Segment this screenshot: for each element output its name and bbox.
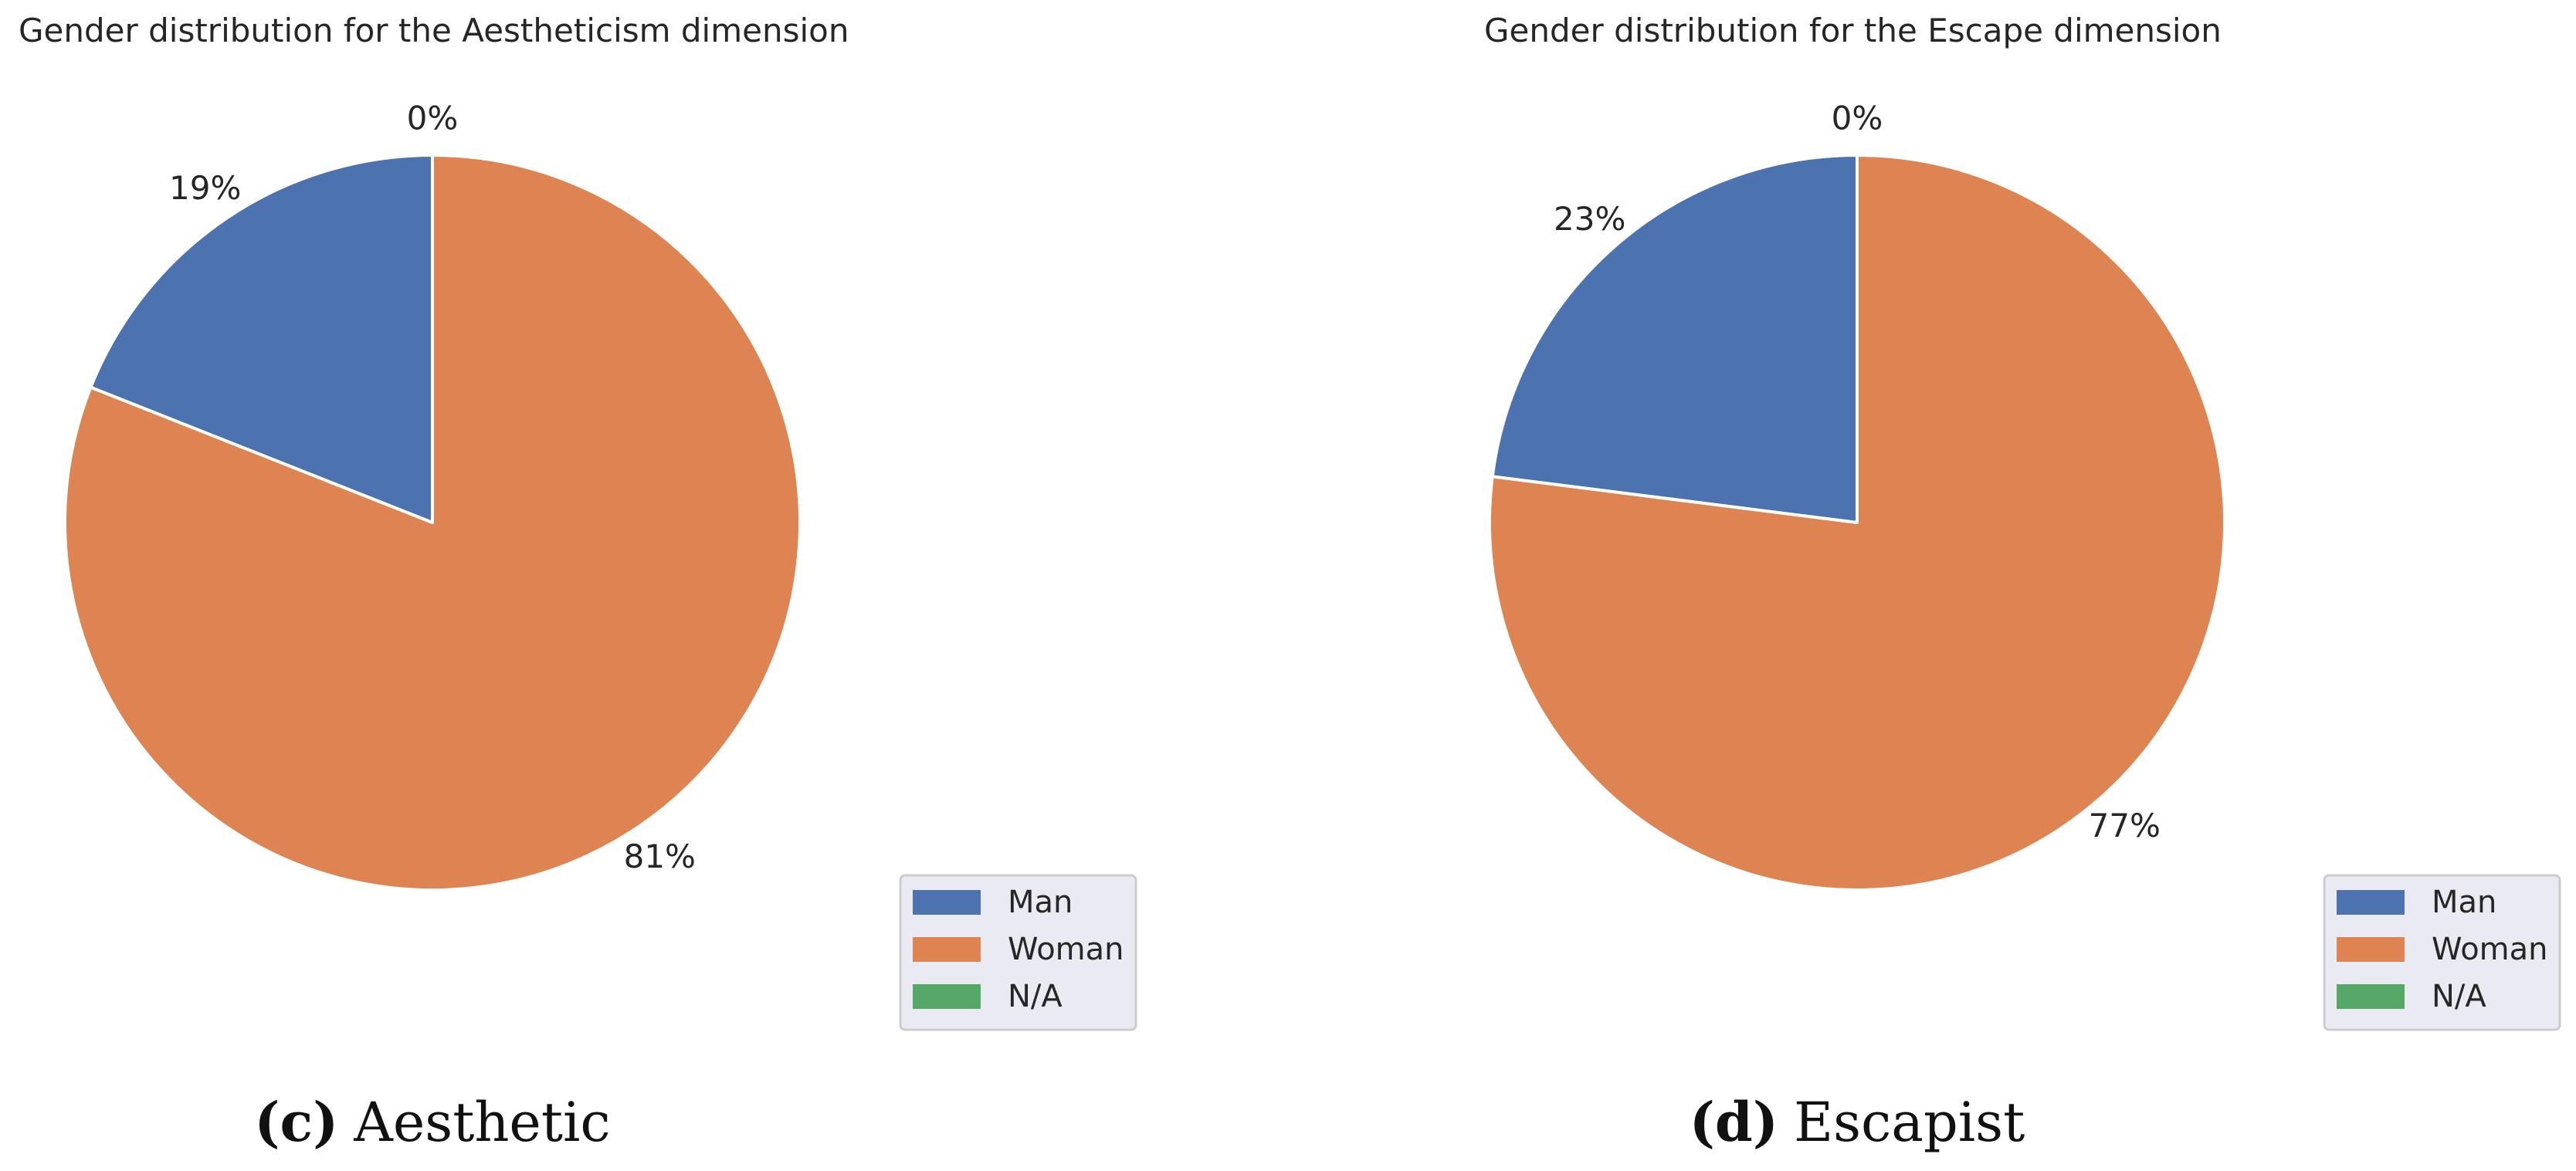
pie-slices bbox=[63, 154, 802, 892]
pie-labels: 19% 81% 0% bbox=[169, 99, 696, 875]
pie-slices bbox=[1488, 154, 2226, 892]
caption-text: Aesthetic bbox=[353, 1091, 610, 1154]
caption-tag: (c) bbox=[254, 1090, 338, 1154]
legend-label-woman: Woman bbox=[1008, 932, 1124, 967]
pie-slice-woman bbox=[1488, 154, 2226, 892]
legend-swatch-man bbox=[2337, 890, 2405, 915]
legend-swatch-man bbox=[913, 890, 981, 915]
pie-label-woman: 81% bbox=[624, 838, 696, 875]
subfigure-caption: (c) Aesthetic bbox=[254, 1090, 610, 1154]
pie-slice-woman bbox=[63, 154, 802, 892]
pie-label-n-a: 0% bbox=[407, 99, 459, 137]
pie-slice-man bbox=[1490, 154, 1859, 524]
subfigure-caption: (d) Escapist bbox=[1690, 1090, 2025, 1154]
legend-swatch-na bbox=[2337, 984, 2405, 1009]
pie-chart-escape: Gender distribution for the Escape dimen… bbox=[1484, 12, 2561, 1154]
chart-title: Gender distribution for the Aestheticism… bbox=[19, 12, 849, 49]
caption-tag: (d) bbox=[1690, 1090, 1778, 1154]
legend-swatch-na bbox=[913, 984, 981, 1009]
caption-text: Escapist bbox=[1794, 1091, 2025, 1154]
legend-label-na: N/A bbox=[2432, 979, 2486, 1014]
legend-label-man: Man bbox=[2432, 885, 2496, 920]
pie-labels: 23% 77% 0% bbox=[1554, 99, 2161, 844]
legend-swatch-woman bbox=[2337, 937, 2405, 962]
legend: Man Woman N/A bbox=[2323, 874, 2561, 1031]
legend-label-na: N/A bbox=[1008, 979, 1063, 1014]
legend-label-woman: Woman bbox=[2432, 932, 2548, 967]
chart-title: Gender distribution for the Escape dimen… bbox=[1484, 12, 2222, 49]
pie-label-man: 19% bbox=[169, 169, 241, 207]
legend-swatch-woman bbox=[913, 937, 981, 962]
pie-label-woman: 77% bbox=[2089, 807, 2161, 844]
legend-label-man: Man bbox=[1008, 885, 1073, 920]
pie-slice-man bbox=[89, 154, 434, 524]
pie-label-n-a: 0% bbox=[1832, 99, 1883, 137]
pie-chart-aestheticism: Gender distribution for the Aestheticism… bbox=[19, 12, 1137, 1154]
pie-label-man: 23% bbox=[1554, 200, 1625, 238]
legend: Man Woman N/A bbox=[899, 874, 1137, 1031]
